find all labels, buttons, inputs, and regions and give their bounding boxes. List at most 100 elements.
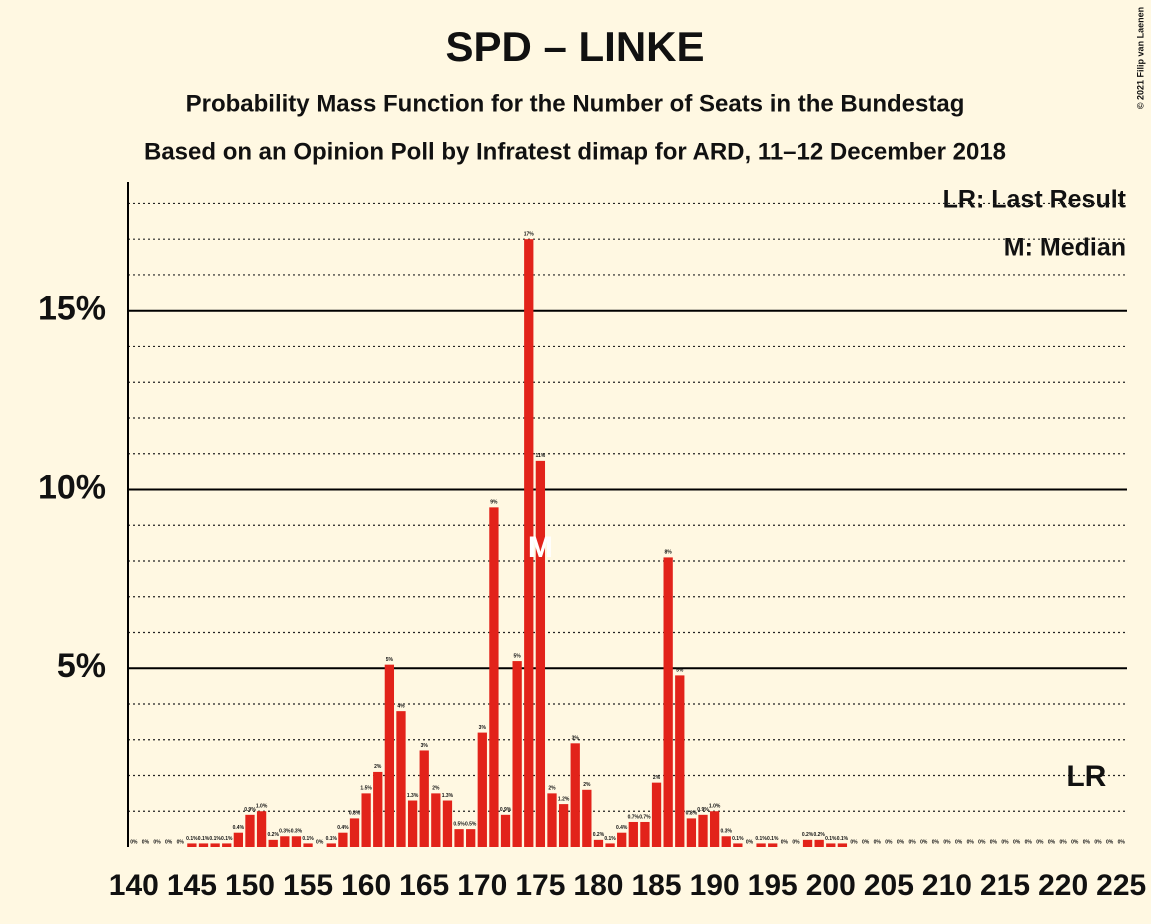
bar xyxy=(802,839,813,847)
bar xyxy=(489,507,499,847)
data-label: 0.9% xyxy=(500,807,512,813)
data-label: 17% xyxy=(524,232,535,238)
x-tick-label: 200 xyxy=(806,869,856,902)
data-label: 3% xyxy=(572,736,580,742)
chart-subtitle: Probability Mass Function for the Number… xyxy=(186,90,965,117)
data-label: 2% xyxy=(374,764,382,770)
data-label: 0.3% xyxy=(291,829,303,835)
data-label: 0.1% xyxy=(221,836,233,842)
data-label: 0.3% xyxy=(721,829,733,835)
bar xyxy=(256,811,267,847)
bar xyxy=(582,789,592,847)
x-tick-label: 210 xyxy=(922,869,972,902)
data-label: 0.8% xyxy=(686,811,698,817)
data-label: 0% xyxy=(1048,839,1056,845)
data-label: 0% xyxy=(1025,839,1033,845)
bar xyxy=(814,839,824,847)
x-tick-label: 145 xyxy=(167,869,217,902)
bar xyxy=(431,793,441,847)
data-label: 0.1% xyxy=(732,836,744,842)
data-label: 0% xyxy=(1013,839,1021,845)
data-label: 0% xyxy=(1071,839,1079,845)
data-label: 0% xyxy=(897,839,905,845)
bar xyxy=(442,800,453,847)
data-label: 1.3% xyxy=(407,793,419,799)
data-label: 0.9% xyxy=(697,807,709,813)
x-tick-label: 155 xyxy=(283,869,333,902)
x-tick-label: 170 xyxy=(457,869,507,902)
data-label: 0.1% xyxy=(198,836,210,842)
bar xyxy=(500,814,511,847)
data-label: 0.1% xyxy=(326,836,338,842)
data-label: 0.2% xyxy=(268,832,280,838)
data-label: 0% xyxy=(920,839,928,845)
data-label: 2% xyxy=(548,786,556,792)
bar xyxy=(617,832,627,847)
bar xyxy=(477,732,487,847)
bar xyxy=(198,843,209,847)
y-tick-label: 10% xyxy=(38,468,106,506)
bar xyxy=(466,829,476,847)
bar xyxy=(686,818,697,847)
bar xyxy=(698,814,708,847)
bar xyxy=(675,675,685,847)
data-label: 0.1% xyxy=(186,836,198,842)
last-result-marker: LR xyxy=(1066,760,1106,793)
data-label: 0.3% xyxy=(279,829,291,835)
data-label: 0.5% xyxy=(453,821,465,827)
bar xyxy=(233,832,244,847)
data-label: 0.5% xyxy=(465,821,477,827)
bar xyxy=(826,843,836,847)
data-label: 0.2% xyxy=(802,832,814,838)
x-tick-label: 160 xyxy=(341,869,391,902)
bar xyxy=(605,843,615,847)
bar xyxy=(245,814,255,847)
data-label: 0.1% xyxy=(302,836,314,842)
legend-entry: M: Median xyxy=(1004,234,1126,262)
data-label: 0.4% xyxy=(233,825,245,831)
bar xyxy=(733,843,743,847)
legend-entry: LR: Last Result xyxy=(943,186,1127,214)
data-label: 0.2% xyxy=(813,832,825,838)
bar xyxy=(291,836,302,847)
bar xyxy=(558,804,569,847)
bar xyxy=(187,843,197,847)
x-tick-label: 205 xyxy=(864,869,914,902)
x-tick-label: 150 xyxy=(225,869,275,902)
data-label: 0.1% xyxy=(209,836,221,842)
data-label: 0% xyxy=(1106,839,1114,845)
data-label: 0.7% xyxy=(639,814,651,820)
data-label: 0.9% xyxy=(244,807,256,813)
data-label: 0.1% xyxy=(825,836,837,842)
bar xyxy=(535,460,546,847)
bar xyxy=(651,782,662,847)
data-label: 1.5% xyxy=(360,786,372,792)
data-label: 0% xyxy=(1059,839,1067,845)
data-label: 0.1% xyxy=(767,836,779,842)
bar xyxy=(222,843,232,847)
data-label: 0% xyxy=(932,839,940,845)
data-label: 0.1% xyxy=(755,836,767,842)
data-label: 1.3% xyxy=(442,793,454,799)
bar xyxy=(361,793,371,847)
data-label: 0% xyxy=(1001,839,1009,845)
x-tick-label: 180 xyxy=(573,869,623,902)
data-label: 0% xyxy=(885,839,893,845)
x-tick-label: 215 xyxy=(980,869,1030,902)
copyright: © 2021 Filip van Laenen xyxy=(1135,7,1145,109)
data-label: 3% xyxy=(421,743,429,749)
bar xyxy=(210,843,220,847)
data-label: 0% xyxy=(746,839,754,845)
bar xyxy=(547,793,557,847)
data-label: 0% xyxy=(990,839,998,845)
data-label: 4% xyxy=(397,703,405,709)
bar xyxy=(524,239,534,848)
data-label: 0% xyxy=(130,839,138,845)
bar xyxy=(326,843,336,847)
data-label: 0% xyxy=(943,839,951,845)
data-label: 0.1% xyxy=(604,836,616,842)
data-label: 8% xyxy=(665,550,673,556)
data-label: 0% xyxy=(978,839,986,845)
bar xyxy=(721,836,731,847)
